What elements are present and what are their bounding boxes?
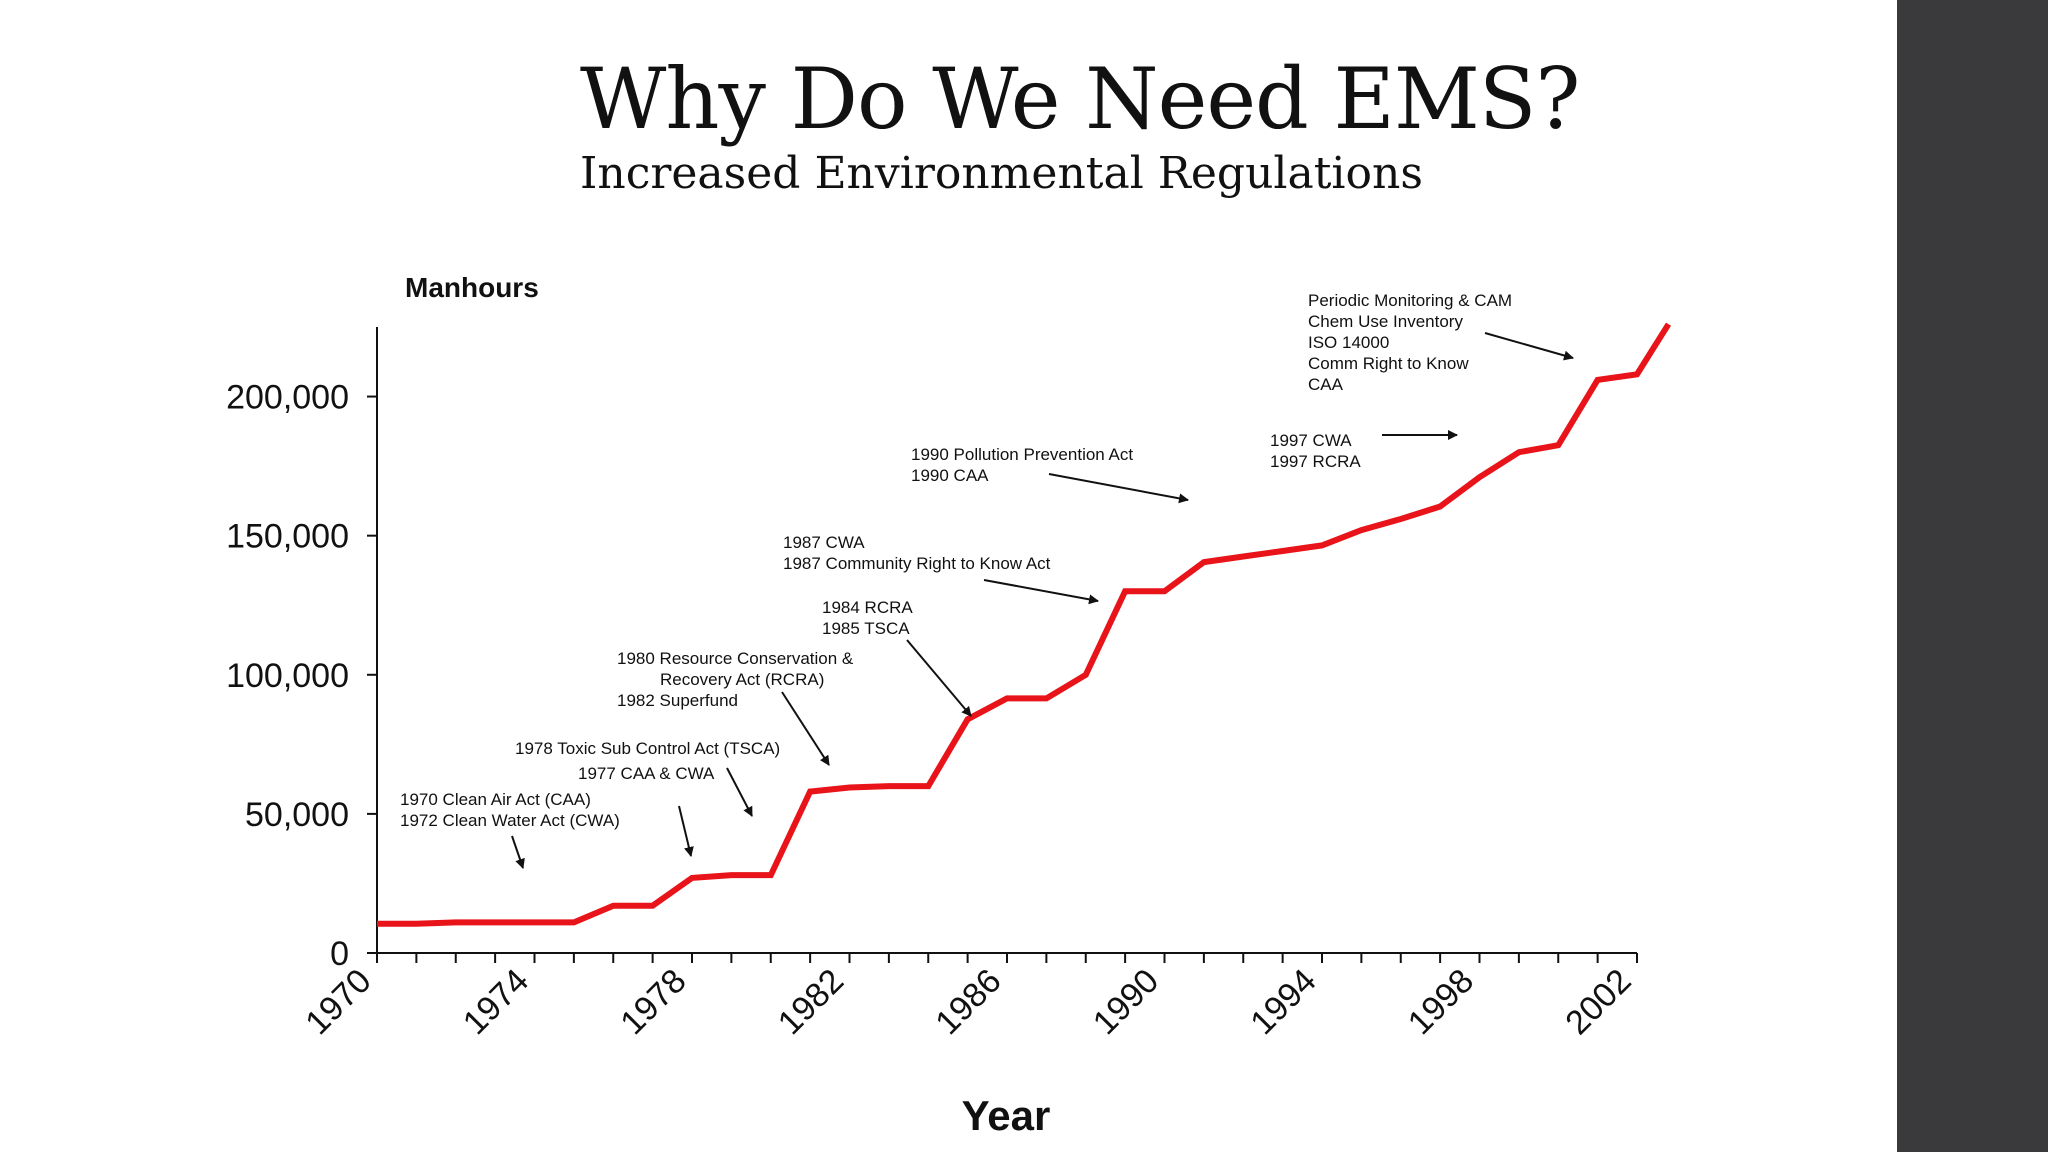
annotation-arrow — [678, 805, 694, 857]
slide-title: Why Do We Need EMS? — [580, 50, 1580, 148]
x-tick-label: 1982 — [771, 962, 851, 1042]
y-tick-label: 150,000 — [226, 518, 349, 556]
slide: Why Do We Need EMS? Increased Environmen… — [226, 0, 2048, 1152]
x-tick-label: 1994 — [1243, 962, 1323, 1042]
side-bar — [1897, 0, 2048, 1152]
annotation-label: 1980 Resource Conservation & — [617, 649, 854, 668]
x-tick-label: 2002 — [1558, 962, 1638, 1042]
chart-series — [377, 322, 1672, 927]
annotation-label: 1987 CWA — [783, 533, 865, 552]
annotation-label: 1977 CAA & CWA — [578, 764, 715, 783]
annotation-label: 1970 Clean Air Act (CAA) — [400, 790, 591, 809]
manhours-line-chart: 0 50,000 100,000 150,000 200,000 1970 1974 1978… — [226, 272, 1672, 1139]
annotation-label: ISO 14000 — [1308, 333, 1389, 352]
annotation-arrow — [781, 691, 830, 766]
annotation-label: 1985 TSCA — [822, 619, 910, 638]
annotation-label: 1990 CAA — [911, 466, 989, 485]
annotation-label: 1997 CWA — [1270, 431, 1352, 450]
annotation-label: 1978 Toxic Sub Control Act (TSCA) — [515, 739, 780, 758]
annotation-arrow — [1484, 332, 1574, 361]
annotation-label: 1982 Superfund — [617, 691, 738, 710]
annotation-label: 1972 Clean Water Act (CWA) — [400, 811, 620, 830]
annotation-arrow — [983, 579, 1099, 605]
series-line — [377, 322, 1672, 927]
chart-annotations: 1970 Clean Air Act (CAA) 1972 Clean Water… — [400, 291, 1574, 869]
y-tick-label: 100,000 — [226, 657, 349, 695]
x-axis-title: Year — [962, 1092, 1051, 1139]
annotation-arrow — [906, 639, 972, 717]
x-tick-label: 1998 — [1401, 962, 1481, 1042]
annotation-label: 1987 Community Right to Know Act — [783, 554, 1051, 573]
annotation-arrow — [511, 835, 525, 869]
y-tick-label: 0 — [330, 935, 349, 973]
x-tick-label: 1974 — [456, 962, 536, 1042]
annotation-label: CAA — [1308, 375, 1344, 394]
slide-subtitle: Increased Environmental Regulations — [580, 148, 1423, 199]
annotation-arrow — [1048, 473, 1189, 504]
annotation-label: 1990 Pollution Prevention Act — [911, 445, 1133, 464]
annotation-label: Chem Use Inventory — [1308, 312, 1463, 331]
y-tick-label: 200,000 — [226, 379, 349, 417]
annotation-label: 1984 RCRA — [822, 598, 913, 617]
annotation-label: Recovery Act (RCRA) — [660, 670, 824, 689]
annotation-arrow — [726, 767, 753, 817]
y-tick-label: 50,000 — [245, 796, 349, 834]
x-tick-label: 1986 — [928, 962, 1008, 1042]
x-tick-label: 1978 — [613, 962, 693, 1042]
annotation-label: 1997 RCRA — [1270, 452, 1361, 471]
x-tick-label: 1970 — [298, 962, 378, 1042]
annotation-label: Comm Right to Know — [1308, 354, 1469, 373]
annotation-label: Periodic Monitoring & CAM — [1308, 291, 1512, 310]
y-axis-title: Manhours — [405, 272, 539, 303]
x-tick-label: 1990 — [1086, 962, 1166, 1042]
